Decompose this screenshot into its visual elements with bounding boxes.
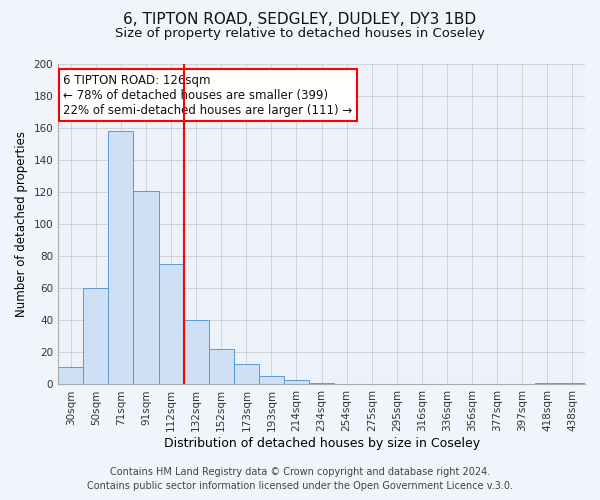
Bar (535, 383, 560, 384)
Y-axis label: Number of detached properties: Number of detached properties (15, 131, 28, 317)
X-axis label: Distribution of detached houses by size in Coseley: Distribution of detached houses by size … (164, 437, 479, 450)
Bar (309, 383, 334, 384)
Bar (234, 364, 259, 384)
Text: 6, TIPTON ROAD, SEDGLEY, DUDLEY, DY3 1BD: 6, TIPTON ROAD, SEDGLEY, DUDLEY, DY3 1BD (124, 12, 476, 28)
Bar (158, 264, 184, 384)
Bar (133, 190, 158, 384)
Bar (560, 383, 585, 384)
Text: Size of property relative to detached houses in Coseley: Size of property relative to detached ho… (115, 28, 485, 40)
Bar (109, 132, 133, 384)
Bar (83, 288, 109, 384)
Bar (259, 376, 284, 384)
Bar (284, 380, 309, 384)
Bar (58, 367, 83, 384)
Text: Contains HM Land Registry data © Crown copyright and database right 2024.
Contai: Contains HM Land Registry data © Crown c… (87, 467, 513, 491)
Bar (184, 320, 209, 384)
Bar (209, 349, 234, 384)
Text: 6 TIPTON ROAD: 126sqm
← 78% of detached houses are smaller (399)
22% of semi-det: 6 TIPTON ROAD: 126sqm ← 78% of detached … (64, 74, 353, 116)
